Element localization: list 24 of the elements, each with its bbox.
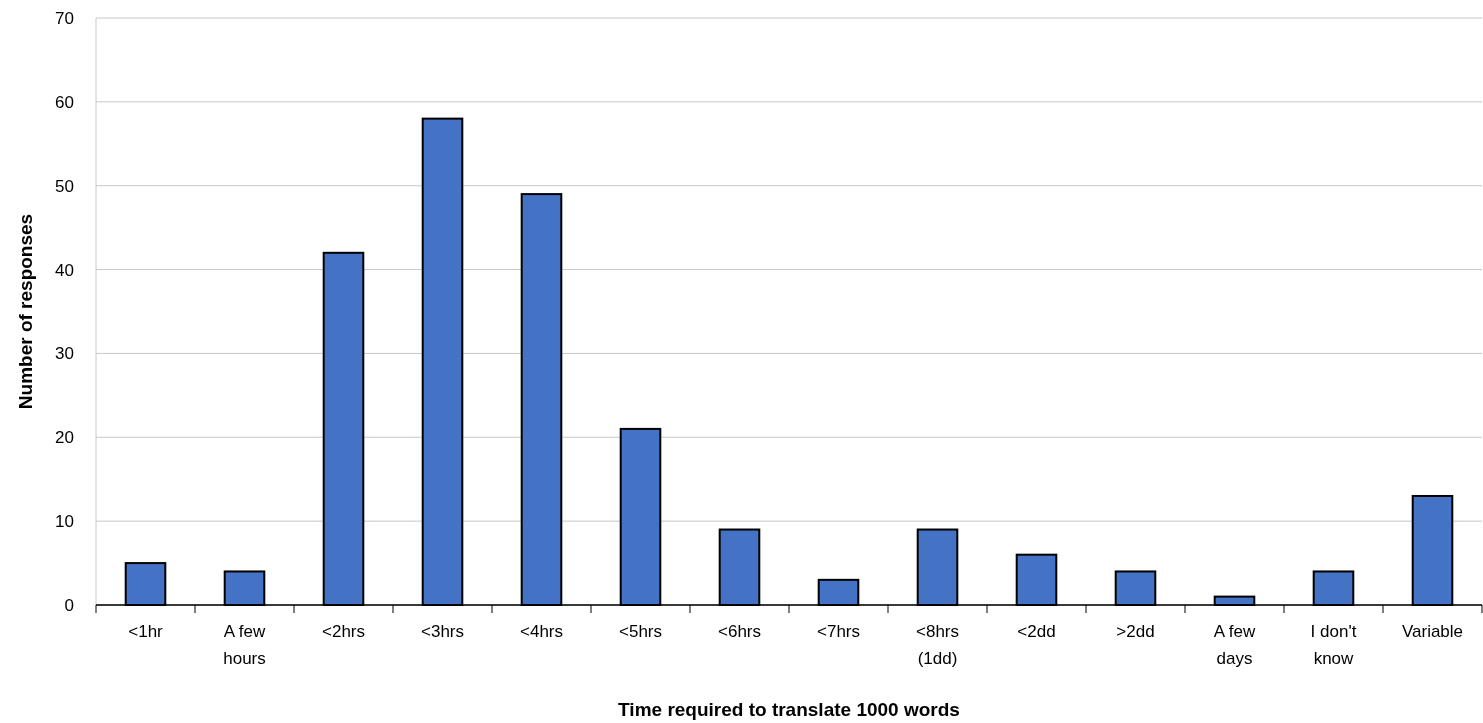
x-tick-label: A few hours	[223, 622, 266, 668]
y-tick-label: 20	[55, 428, 74, 448]
y-axis-title: Number of responses	[15, 213, 36, 410]
y-tick-label: 10	[55, 512, 74, 532]
y-tick-label: 40	[55, 260, 74, 280]
y-tick-label: 60	[55, 92, 74, 112]
x-tick-label: Variable	[1401, 622, 1464, 641]
x-tick-label: <1hr	[128, 622, 164, 641]
y-tick-label: 50	[55, 176, 74, 196]
y-tick-label: 0	[64, 595, 74, 615]
x-tick-label: A few days	[1213, 622, 1256, 668]
y-tick-label: 70	[55, 8, 74, 28]
y-tick-label: 30	[55, 344, 74, 364]
x-tick-label: <5hrs	[619, 622, 662, 641]
x-tick-label: I don't know	[1310, 622, 1357, 668]
x-axis-title: Time required to translate 1000 words	[618, 699, 960, 720]
x-tick-label: <3hrs	[421, 622, 464, 641]
x-tick-label: >2dd	[1116, 622, 1155, 641]
x-tick-label: <4hrs	[520, 622, 563, 641]
x-tick-label: <8hrs (1dd)	[916, 622, 959, 668]
x-tick-label: <2hrs	[322, 622, 365, 641]
x-tick-label: <6hrs	[718, 622, 761, 641]
x-tick-label: <2dd	[1017, 622, 1056, 641]
x-tick-label: <7hrs	[817, 622, 860, 641]
